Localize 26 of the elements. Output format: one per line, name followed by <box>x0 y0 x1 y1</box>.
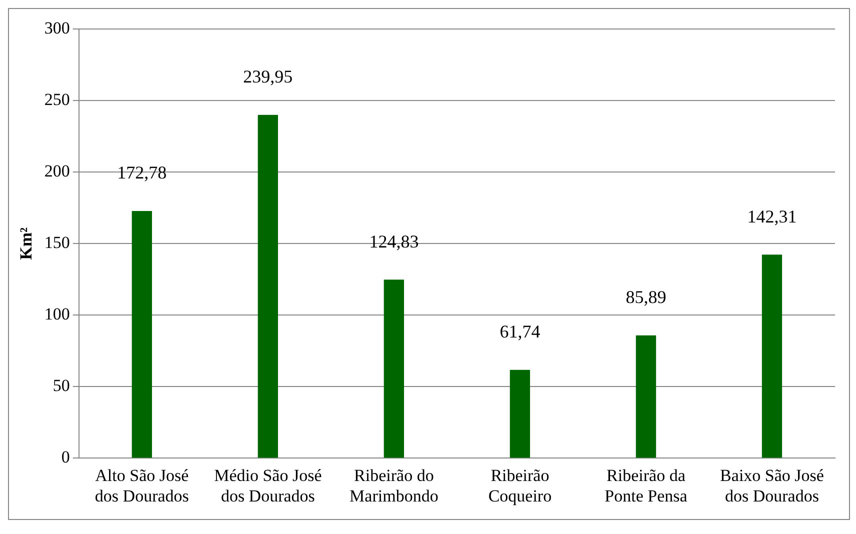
x-tick-label: Ribeirão Coqueiro <box>488 466 552 506</box>
x-tick-label: Baixo São José dos Dourados <box>720 466 824 506</box>
x-tick-label: Alto São José dos Dourados <box>94 466 189 506</box>
bar <box>636 335 656 458</box>
bar <box>510 370 530 458</box>
data-label: 124,83 <box>369 231 419 252</box>
x-tick-label: Ribeirão da Ponte Pensa <box>604 466 688 506</box>
data-label: 172,78 <box>117 162 167 183</box>
data-label: 142,31 <box>747 206 797 226</box>
data-label: 239,95 <box>243 66 293 87</box>
y-tick-label: 150 <box>44 233 70 252</box>
y-tick-label: 250 <box>44 90 70 109</box>
data-label: 85,89 <box>626 287 666 308</box>
x-tick-label: Ribeirão do Marimbondo <box>350 466 438 506</box>
y-axis-title: Km² <box>16 227 36 260</box>
y-tick-label: 300 <box>44 18 70 38</box>
x-tick-label: Médio São José dos Dourados <box>214 466 322 506</box>
y-tick-label: 50 <box>52 376 70 396</box>
data-label: 61,74 <box>500 322 540 342</box>
bar <box>762 254 782 458</box>
y-tick-label: 0 <box>61 448 70 467</box>
bar <box>384 280 404 458</box>
y-tick-label: 200 <box>44 162 70 181</box>
y-tick-label: 100 <box>44 304 70 324</box>
bar <box>258 114 278 458</box>
bar <box>132 211 152 458</box>
